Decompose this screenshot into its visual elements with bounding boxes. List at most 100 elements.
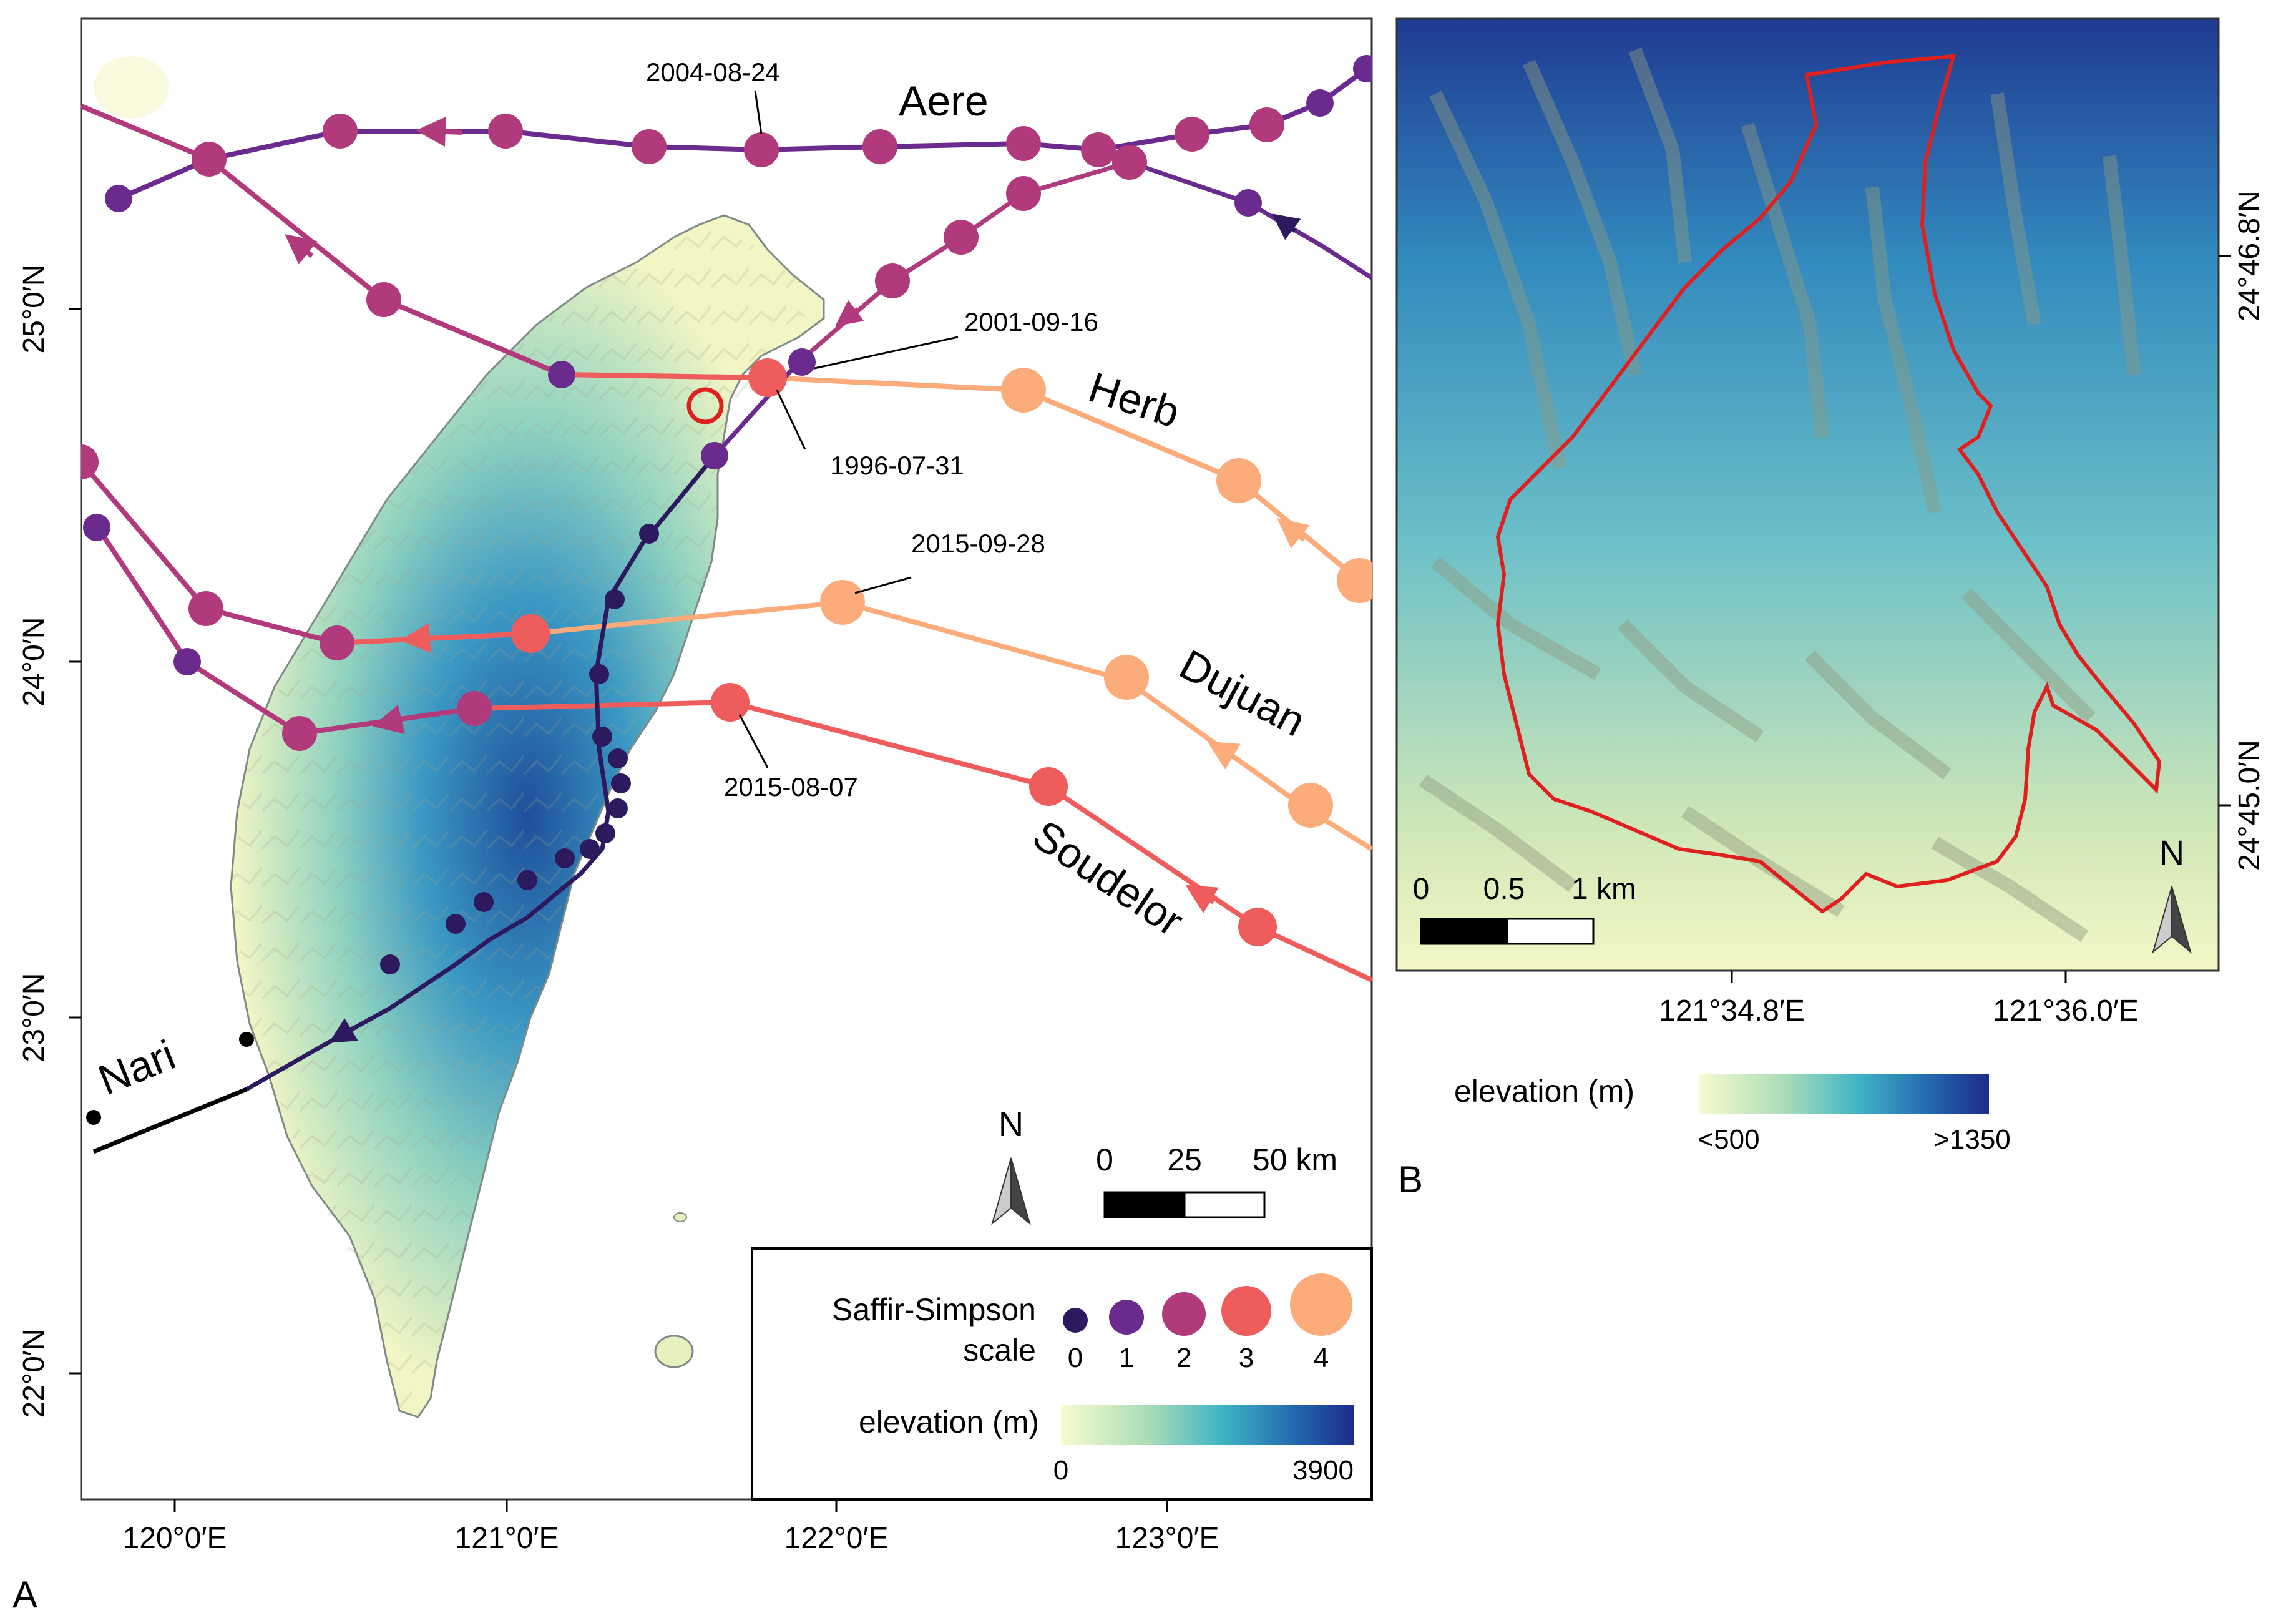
scale-tick: 0 bbox=[1096, 1142, 1113, 1177]
north-arrow-a: N bbox=[991, 1104, 1031, 1225]
terrain-texture bbox=[231, 225, 824, 1411]
track-point bbox=[323, 114, 358, 149]
scale-tick: 50 km bbox=[1253, 1142, 1337, 1177]
legend-cat2-swatch bbox=[1162, 1292, 1206, 1336]
track-point bbox=[1029, 767, 1068, 806]
track-point bbox=[188, 591, 223, 626]
date-nari: 2001-09-16 bbox=[964, 307, 1098, 336]
track-point bbox=[711, 683, 750, 722]
track-point bbox=[1234, 189, 1262, 217]
scale-tick: 0.5 bbox=[1483, 873, 1525, 906]
storm-name-aere: Aere bbox=[899, 77, 989, 125]
track-point bbox=[1353, 55, 1372, 82]
track-point bbox=[1288, 783, 1333, 828]
date-soudelor: 2015-08-07 bbox=[724, 772, 858, 802]
track-point bbox=[192, 142, 227, 177]
track-point bbox=[1306, 89, 1334, 117]
track-point bbox=[320, 625, 354, 660]
track-point bbox=[446, 914, 466, 934]
track-point bbox=[589, 664, 609, 684]
lat-label: 24°45.0′N bbox=[2233, 740, 2266, 871]
study-site-marker bbox=[686, 387, 724, 424]
legend-elevation-title-b: elevation (m) bbox=[1454, 1074, 1634, 1109]
legend-scale-title: Saffir-Simpson bbox=[832, 1292, 1036, 1327]
track-point bbox=[239, 1032, 254, 1047]
legend-elevation-colorbar-b bbox=[1699, 1074, 1989, 1114]
track-point bbox=[488, 114, 523, 149]
lat-label: 25°0′N bbox=[17, 265, 51, 354]
legend-cat1-swatch bbox=[1109, 1300, 1144, 1335]
track-point bbox=[608, 748, 628, 768]
scale-bar-b: 0 0.5 1 km bbox=[1413, 873, 1636, 945]
legend-elevation-max: 3900 bbox=[1292, 1455, 1354, 1486]
legend-cat-label: 4 bbox=[1314, 1343, 1329, 1373]
track-point bbox=[555, 848, 575, 868]
panel-label-b: B bbox=[1398, 1159, 1423, 1200]
legend-cat-label: 2 bbox=[1176, 1343, 1191, 1373]
track-point bbox=[511, 614, 550, 653]
valley-texture bbox=[1419, 47, 2141, 943]
track-point bbox=[1175, 117, 1209, 152]
legend-cat4-swatch bbox=[1290, 1273, 1352, 1336]
panel-a-map: Aere Herb Dujuan Soudelor Nari 2004-08-2… bbox=[12, 17, 1373, 1616]
track-point bbox=[611, 773, 631, 793]
island bbox=[673, 1212, 687, 1222]
legend-cat-label: 1 bbox=[1119, 1343, 1134, 1373]
track-point bbox=[1104, 655, 1149, 700]
north-arrow-b: N bbox=[2152, 833, 2192, 954]
track-point bbox=[605, 589, 625, 609]
lon-label: 122°0′E bbox=[784, 1522, 889, 1555]
scale-tick: 0 bbox=[1413, 873, 1430, 906]
track-point bbox=[1112, 145, 1147, 180]
lon-label: 121°36.0′E bbox=[1993, 994, 2139, 1027]
track-point bbox=[173, 648, 201, 675]
track-point bbox=[580, 839, 600, 859]
date-herb: 1996-07-31 bbox=[830, 451, 964, 480]
track-point bbox=[875, 263, 910, 298]
track-point bbox=[1337, 558, 1372, 603]
date-dujuan: 2015-09-28 bbox=[911, 529, 1045, 558]
legend-elevation-max-b: >1350 bbox=[1933, 1124, 2011, 1155]
track-point bbox=[81, 444, 99, 479]
track-point bbox=[744, 132, 779, 167]
track-point bbox=[105, 185, 132, 212]
lat-label: 24°46.8′N bbox=[2233, 190, 2266, 321]
legend-a: Saffir-Simpson scale 0 1 2 3 4 elevation… bbox=[751, 1247, 1373, 1501]
mainland-coast bbox=[94, 56, 169, 119]
track-points bbox=[81, 55, 1372, 1125]
leader-lines bbox=[738, 90, 959, 768]
track-point bbox=[862, 129, 897, 164]
date-aere: 2004-08-24 bbox=[646, 57, 780, 87]
track-point bbox=[474, 892, 494, 912]
track-point bbox=[944, 220, 979, 255]
lon-label: 121°0′E bbox=[455, 1522, 559, 1555]
lon-label: 123°0′E bbox=[1115, 1522, 1219, 1555]
scale-tick: 25 bbox=[1167, 1142, 1202, 1177]
track-point bbox=[788, 348, 816, 376]
track-point bbox=[1238, 908, 1277, 946]
track-point bbox=[639, 524, 659, 544]
legend-b: elevation (m) <500 >1350 bbox=[1454, 1074, 2011, 1155]
elevation-raster bbox=[1397, 19, 2219, 971]
legend-cat3-swatch bbox=[1221, 1286, 1271, 1336]
track-point bbox=[1249, 107, 1284, 142]
track-point bbox=[548, 361, 575, 388]
lon-label: 121°34.8′E bbox=[1659, 994, 1805, 1027]
track-point bbox=[457, 691, 492, 726]
lat-label: 24°0′N bbox=[17, 617, 51, 707]
north-label-a: N bbox=[999, 1104, 1023, 1144]
track-point bbox=[1216, 458, 1261, 503]
track-point bbox=[748, 358, 787, 397]
track-point bbox=[820, 580, 865, 625]
legend-elevation-title: elevation (m) bbox=[859, 1405, 1039, 1439]
scale-tick: 1 km bbox=[1571, 873, 1636, 906]
track-point bbox=[595, 823, 615, 843]
track-point bbox=[380, 954, 400, 974]
lat-label: 23°0′N bbox=[17, 973, 51, 1062]
track-point bbox=[608, 798, 628, 818]
north-label-b: N bbox=[2159, 833, 2184, 872]
track-point bbox=[592, 727, 612, 747]
axis-lon-b bbox=[1731, 971, 2067, 983]
track-point bbox=[83, 514, 110, 541]
